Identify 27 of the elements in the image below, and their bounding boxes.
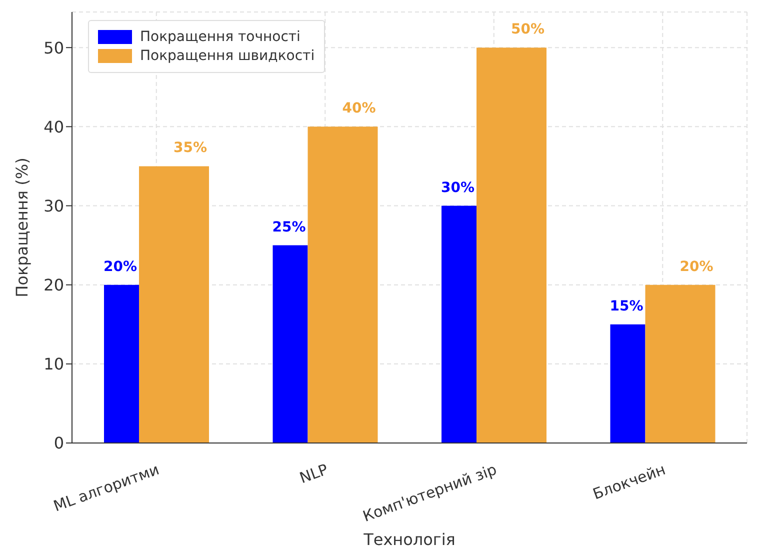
data-label: 25%: [272, 219, 306, 236]
data-label: 35%: [173, 140, 207, 156]
y-tick-label: 50: [44, 38, 64, 58]
bar: [104, 284, 139, 443]
bar: [308, 126, 378, 443]
y-axis-title: Покращення (%): [12, 158, 32, 298]
y-tick-label: 0: [54, 434, 64, 453]
bar: [645, 284, 716, 443]
x-tick-label: NLP: [297, 460, 330, 488]
legend-label: Покращення точності: [140, 29, 300, 45]
x-axis-title: Технологія: [362, 530, 456, 549]
data-label: 20%: [680, 258, 714, 275]
data-label: 15%: [610, 298, 644, 314]
y-tick-label: 40: [44, 117, 64, 136]
y-tick-label: 10: [44, 354, 64, 374]
y-tick-label: 30: [44, 196, 64, 216]
bar: [442, 206, 476, 443]
legend-label: Покращення швидкості: [140, 48, 315, 64]
data-label: 30%: [440, 180, 474, 196]
data-label: 50%: [510, 22, 544, 38]
data-label: 20%: [103, 258, 137, 275]
bar: [139, 166, 209, 443]
bar: [476, 48, 546, 443]
y-tick-label: 20: [44, 276, 64, 295]
bar: [272, 245, 308, 443]
bar: [610, 324, 646, 443]
data-label: 40%: [342, 100, 376, 117]
